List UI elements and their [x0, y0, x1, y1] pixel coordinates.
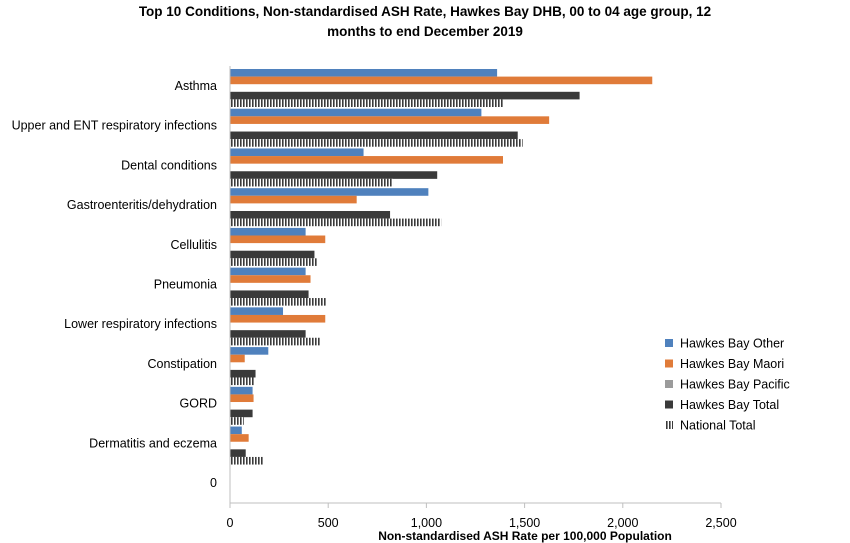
bar-hawkes-bay-maori	[230, 394, 254, 403]
bar-hawkes-bay-total	[230, 171, 438, 179]
legend: Hawkes Bay Other Hawkes Bay Maori Hawkes B…	[665, 337, 790, 433]
bar-hawkes-bay-other	[230, 148, 364, 157]
legend-label: National Total	[680, 419, 756, 433]
legend-swatch	[665, 400, 673, 409]
chart-title-line-1: Top 10 Conditions, Non-standardised ASH …	[139, 4, 711, 19]
bar-national-total	[230, 99, 503, 107]
bar-hawkes-bay-total	[230, 250, 315, 259]
bar-national-total	[230, 337, 321, 346]
bar-national-total	[230, 298, 327, 306]
legend-swatch	[665, 359, 673, 368]
bar-hawkes-bay-maori	[230, 314, 326, 323]
bar-hawkes-bay-other	[230, 267, 306, 276]
category-label: Upper and ENT respiratory infections	[12, 119, 217, 133]
bar-hawkes-bay-total	[230, 210, 391, 219]
bars-group	[230, 69, 653, 465]
category-label: Cellulitis	[170, 238, 217, 252]
bar-hawkes-bay-total	[230, 409, 253, 418]
category-label: Constipation	[148, 357, 218, 371]
x-tick-label: 2,000	[607, 516, 638, 530]
bar-national-total	[230, 417, 244, 425]
bar-hawkes-bay-maori	[230, 235, 326, 244]
bar-national-total	[230, 377, 255, 386]
bar-hawkes-bay-total	[230, 290, 309, 299]
bar-hawkes-bay-other	[230, 69, 498, 77]
x-tick-label: 1,500	[509, 516, 540, 530]
bar-hawkes-bay-total	[230, 330, 306, 338]
bar-hawkes-bay-other	[230, 386, 253, 395]
legend-label: Hawkes Bay Pacific	[680, 378, 790, 392]
x-tick-label: 0	[227, 516, 234, 530]
bar-hawkes-bay-maori	[230, 156, 503, 164]
bar-hawkes-bay-total	[230, 449, 246, 457]
bar-hawkes-bay-other	[230, 108, 482, 117]
legend-label: Hawkes Bay Other	[680, 337, 784, 351]
legend-swatch	[665, 339, 673, 347]
category-label: GORD	[180, 397, 218, 411]
legend-swatch	[665, 421, 673, 429]
legend-label: Hawkes Bay Total	[680, 398, 779, 412]
x-axis-title: Non-standardised ASH Rate per 100,000 Po…	[378, 529, 672, 543]
bar-national-total	[230, 258, 318, 266]
legend-swatch	[665, 380, 673, 388]
bar-hawkes-bay-maori	[230, 434, 249, 442]
bar-hawkes-bay-other	[230, 188, 429, 196]
chart-title-line-2: months to end December 2019	[327, 24, 523, 39]
category-label: Dental conditions	[121, 158, 217, 172]
category-label: Dermatitis and eczema	[89, 436, 217, 450]
bar-hawkes-bay-maori	[230, 76, 653, 85]
legend-label: Hawkes Bay Maori	[680, 357, 784, 371]
bar-hawkes-bay-total	[230, 369, 256, 378]
category-label: Pneumonia	[154, 278, 217, 292]
bar-hawkes-bay-total	[230, 91, 580, 100]
bar-hawkes-bay-other	[230, 307, 284, 315]
bar-hawkes-bay-other	[230, 227, 306, 236]
bar-hawkes-bay-total	[230, 131, 518, 140]
category-label: Asthma	[175, 79, 217, 93]
bar-hawkes-bay-maori	[230, 195, 357, 204]
category-label: Gastroenteritis/dehydration	[67, 198, 217, 212]
x-tick-label: 1,000	[411, 516, 442, 530]
bar-hawkes-bay-maori	[230, 116, 550, 124]
bar-national-total	[230, 456, 264, 465]
bar-national-total	[230, 218, 442, 227]
category-label: Lower respiratory infections	[64, 317, 217, 331]
category-labels: Asthma Upper and ENT respiratory infectio…	[12, 79, 217, 490]
bar-hawkes-bay-other	[230, 347, 269, 355]
bar-hawkes-bay-maori	[230, 275, 311, 283]
bar-hawkes-bay-maori	[230, 354, 245, 363]
x-ticks: 0 500 1,000 1,500 2,000 2,500	[227, 503, 737, 530]
x-tick-label: 2,500	[705, 516, 736, 530]
x-tick-label: 500	[318, 516, 339, 530]
bar-national-total	[230, 139, 523, 147]
bar-hawkes-bay-other	[230, 426, 242, 435]
bar-national-total	[230, 178, 394, 187]
category-label: 0	[210, 476, 217, 490]
